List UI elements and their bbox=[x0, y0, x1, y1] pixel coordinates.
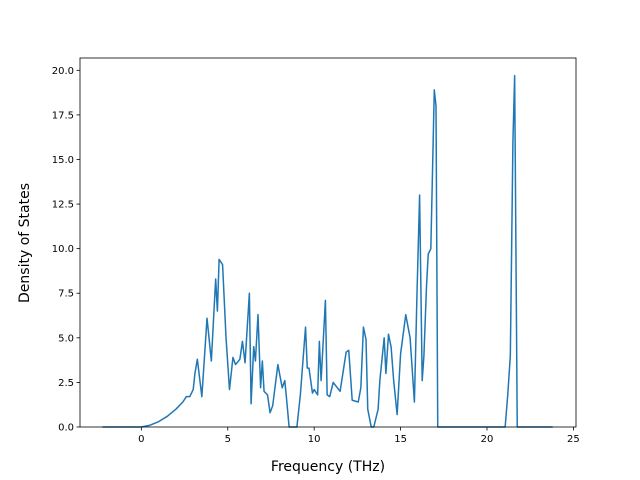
y-tick-label: 2.5 bbox=[58, 378, 74, 389]
x-tick-label: 10 bbox=[308, 434, 321, 445]
y-tick-label: 17.5 bbox=[52, 110, 74, 121]
x-tick-label: 25 bbox=[567, 434, 580, 445]
x-axis-label: Frequency (THz) bbox=[271, 459, 385, 475]
x-tick-label: 15 bbox=[394, 434, 407, 445]
y-tick-label: 7.5 bbox=[58, 289, 74, 300]
y-tick-label: 10.0 bbox=[52, 244, 74, 255]
x-tick-label: 0 bbox=[138, 434, 144, 445]
y-axis-label: Density of States bbox=[17, 183, 33, 303]
y-tick-label: 15.0 bbox=[52, 155, 74, 166]
x-tick-label: 20 bbox=[481, 434, 494, 445]
dos-line bbox=[102, 74, 553, 428]
axes-frame bbox=[79, 57, 577, 428]
y-tick-label: 5.0 bbox=[58, 333, 74, 344]
y-tick-label: 0.0 bbox=[58, 423, 74, 434]
y-tick-label: 12.5 bbox=[52, 200, 74, 211]
x-tick-label: 5 bbox=[225, 434, 231, 445]
y-tick-label: 20.0 bbox=[52, 66, 74, 77]
